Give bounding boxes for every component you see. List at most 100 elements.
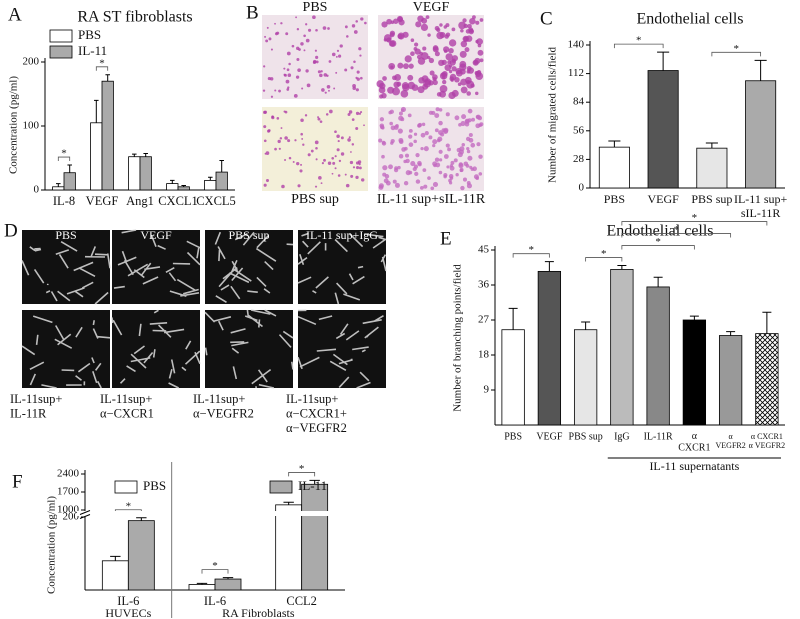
x-tick-label: CXCL1	[158, 194, 198, 208]
cell	[465, 119, 469, 124]
cell	[263, 110, 268, 114]
cell	[394, 182, 400, 188]
cell	[314, 185, 318, 188]
cell	[340, 152, 345, 156]
tube-network	[21, 241, 111, 305]
cell	[319, 73, 323, 78]
cell	[344, 68, 348, 72]
cell	[378, 138, 383, 143]
tube-network	[21, 315, 111, 389]
cell	[448, 181, 453, 185]
cell	[455, 173, 459, 177]
cell	[445, 112, 450, 117]
significance-label: *	[99, 57, 105, 69]
micrograph-label: IL-11sup+ α−VEGFR2	[193, 392, 254, 420]
cell	[351, 118, 355, 121]
cell	[442, 79, 447, 85]
cell	[338, 159, 342, 163]
cell	[322, 26, 327, 30]
cell	[288, 156, 292, 160]
cell	[410, 38, 415, 42]
cell	[439, 84, 448, 93]
cell	[473, 174, 479, 180]
cell	[398, 19, 405, 26]
cell	[479, 18, 484, 22]
cell	[327, 161, 332, 165]
cell	[434, 113, 440, 118]
cell	[443, 154, 449, 159]
cell	[415, 153, 420, 158]
cell	[443, 46, 450, 53]
cell	[388, 62, 396, 70]
significance-bracket	[711, 51, 762, 57]
cell	[263, 183, 267, 187]
cell	[344, 173, 347, 176]
cell	[363, 124, 365, 127]
cell	[320, 182, 323, 185]
bar	[204, 179, 217, 191]
cell	[421, 122, 426, 127]
cell	[464, 47, 470, 53]
bar	[214, 578, 242, 591]
cell	[301, 137, 304, 140]
cell	[441, 72, 446, 77]
y-tick-label: 9	[484, 384, 490, 396]
cell	[295, 16, 297, 19]
significance-bracket	[585, 257, 623, 262]
cell	[454, 115, 460, 121]
cell	[428, 57, 435, 64]
cell	[301, 87, 304, 90]
cell	[457, 151, 463, 158]
significance-label: *	[692, 212, 698, 224]
bar	[647, 70, 679, 189]
error-bar	[208, 176, 213, 181]
significance-bracket	[621, 221, 768, 226]
cell	[468, 132, 473, 138]
cell	[360, 178, 365, 182]
cell	[396, 81, 402, 87]
error-bar	[544, 261, 554, 272]
cell	[408, 142, 414, 147]
cell	[432, 143, 436, 148]
cell	[347, 138, 351, 142]
cell	[350, 174, 354, 178]
cell	[276, 117, 280, 120]
chart-title: Endothelial cells	[636, 11, 743, 28]
x-tick-label: PBS	[604, 192, 625, 206]
cell	[451, 27, 456, 32]
cell	[445, 53, 453, 61]
cell	[355, 166, 360, 170]
cell	[445, 143, 450, 148]
cell	[430, 186, 435, 191]
bar	[745, 80, 777, 189]
cell	[385, 180, 391, 186]
y-tick-label: 45	[478, 244, 490, 256]
micrograph	[204, 309, 294, 389]
cell	[408, 128, 413, 133]
cell	[329, 109, 333, 114]
cell	[347, 113, 351, 117]
micrograph	[378, 106, 484, 191]
cell	[397, 128, 403, 134]
error-bar	[196, 582, 208, 585]
error-bar	[143, 153, 148, 157]
error-bar	[754, 59, 767, 81]
cell	[345, 183, 350, 188]
cell	[344, 25, 348, 29]
y-tick-label: 140	[568, 39, 585, 51]
cell	[264, 152, 267, 155]
tube-network	[204, 309, 294, 389]
legend-swatch	[269, 480, 293, 494]
cell	[419, 185, 424, 190]
cell	[296, 28, 300, 31]
cell	[359, 54, 362, 57]
micrograph-bg	[22, 230, 110, 304]
cell	[383, 38, 388, 42]
cell	[294, 139, 297, 142]
cell	[283, 73, 286, 77]
micrograph	[21, 230, 111, 305]
cell	[274, 147, 277, 151]
micrograph	[21, 310, 111, 389]
y-tick-label: 28	[573, 153, 585, 165]
error-bar	[170, 179, 175, 184]
